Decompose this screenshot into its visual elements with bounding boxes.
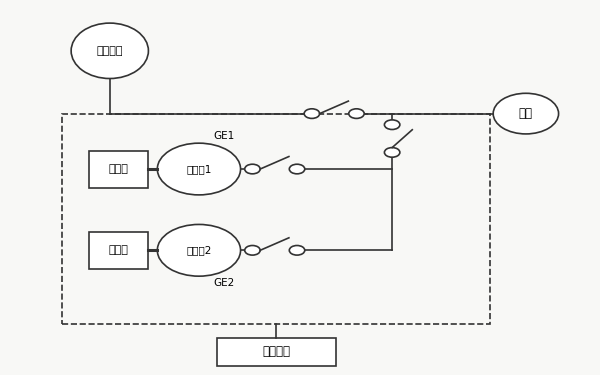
Text: 发电机2: 发电机2: [186, 245, 212, 255]
Circle shape: [157, 143, 241, 195]
Circle shape: [385, 148, 400, 157]
Circle shape: [245, 246, 260, 255]
Ellipse shape: [71, 23, 148, 78]
Text: 控制系统: 控制系统: [262, 345, 290, 358]
Text: 系统电源: 系统电源: [97, 46, 123, 56]
Circle shape: [385, 120, 400, 129]
FancyBboxPatch shape: [217, 338, 335, 366]
Circle shape: [157, 225, 241, 276]
Circle shape: [245, 164, 260, 174]
FancyBboxPatch shape: [89, 150, 148, 188]
Circle shape: [349, 109, 364, 118]
Circle shape: [493, 93, 559, 134]
Text: GE1: GE1: [214, 131, 235, 141]
Text: 原动机: 原动机: [109, 164, 128, 174]
FancyBboxPatch shape: [89, 232, 148, 269]
Text: 原动机: 原动机: [109, 245, 128, 255]
Circle shape: [304, 109, 320, 118]
Text: 发电机1: 发电机1: [186, 164, 212, 174]
Text: GE2: GE2: [214, 278, 235, 288]
Text: 负荷: 负荷: [519, 107, 533, 120]
Circle shape: [289, 246, 305, 255]
Circle shape: [289, 164, 305, 174]
